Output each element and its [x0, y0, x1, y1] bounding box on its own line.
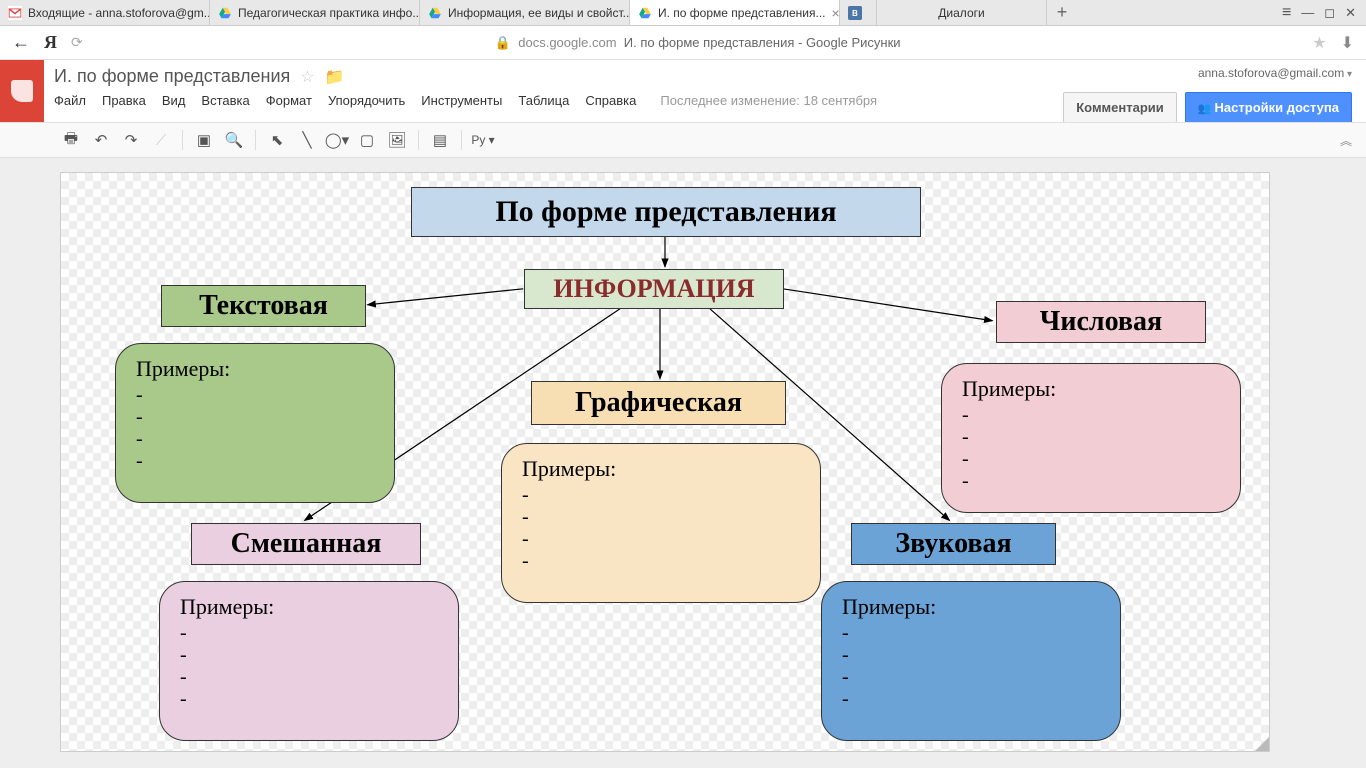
menu-icon[interactable]: ≡ — [1282, 4, 1291, 22]
comment-icon[interactable]: ▤ — [427, 127, 453, 153]
new-tab-button[interactable]: + — [1047, 0, 1077, 25]
drive-icon — [638, 6, 652, 20]
diagram-node[interactable]: Числовая — [996, 301, 1206, 343]
gmail-icon — [8, 6, 22, 20]
menu-view[interactable]: Вид — [162, 93, 186, 108]
svg-text:B: B — [852, 8, 858, 17]
paint-format-icon[interactable]: ⟋ — [148, 127, 174, 153]
bookmark-icon[interactable]: ★ — [1312, 33, 1326, 53]
tab-label: Информация, ее виды и свойст... — [448, 6, 630, 20]
menu-help[interactable]: Справка — [585, 93, 636, 108]
address-bar: ← Я ⟳ 🔒 docs.google.com И. по форме пред… — [0, 26, 1366, 60]
diagram-node[interactable]: Текстовая — [161, 285, 366, 327]
menu-format[interactable]: Формат — [266, 93, 312, 108]
folder-icon[interactable]: 📁 — [325, 67, 345, 87]
user-email[interactable]: anna.stoforova@gmail.com — [1198, 66, 1352, 80]
url-domain: docs.google.com — [518, 35, 616, 50]
line-icon[interactable]: ╲ — [294, 127, 320, 153]
expand-icon[interactable]: ︽ — [1340, 132, 1352, 149]
tab-label: Педагогическая практика инфо... — [238, 6, 420, 20]
tab-label: И. по форме представления... — [658, 6, 826, 20]
header-buttons: Комментарии Настройки доступа — [1063, 92, 1352, 123]
minimize-icon[interactable]: ― — [1301, 5, 1314, 20]
last-edit-label: Последнее изменение: 18 сентября — [660, 93, 877, 108]
menu-insert[interactable]: Вставка — [201, 93, 249, 108]
browser-tab[interactable]: Педагогическая практика инфо... — [210, 0, 420, 25]
drawing-canvas[interactable]: По форме представления ИНФОРМАЦИЯ Текстова… — [60, 172, 1270, 752]
diagram-node[interactable]: Звуковая — [851, 523, 1056, 565]
diagram-example-box[interactable]: Примеры:---- — [501, 443, 821, 603]
yandex-icon[interactable]: Я — [44, 32, 57, 53]
diagram-node[interactable]: По форме представления — [411, 187, 921, 237]
toolbar: 🖶 ↶ ↷ ⟋ ▣ 🔍 ⬉ ╲ ◯▾ ▢ 🖼 ▤ Ру ▾ ︽ — [0, 122, 1366, 158]
close-window-icon[interactable]: ✕ — [1345, 5, 1356, 21]
maximize-icon[interactable]: ◻ — [1324, 5, 1335, 21]
resize-handle[interactable] — [1255, 737, 1269, 751]
zoom-icon[interactable]: 🔍 — [221, 127, 247, 153]
tab-label: Входящие - anna.stoforova@gm... — [28, 6, 210, 20]
print-icon[interactable]: 🖶 — [58, 127, 84, 153]
select-icon[interactable]: ⬉ — [264, 127, 290, 153]
menu-tools[interactable]: Инструменты — [421, 93, 502, 108]
url-display[interactable]: 🔒 docs.google.com И. по форме представле… — [97, 35, 1299, 51]
undo-icon[interactable]: ↶ — [88, 127, 114, 153]
download-icon[interactable]: ⬇ — [1341, 33, 1354, 53]
back-button[interactable]: ← — [12, 32, 30, 53]
comments-button[interactable]: Комментарии — [1063, 92, 1177, 123]
redo-icon[interactable]: ↷ — [118, 127, 144, 153]
lock-icon: 🔒 — [494, 35, 510, 50]
canvas-area: По форме представления ИНФОРМАЦИЯ Текстова… — [0, 158, 1366, 768]
image-icon[interactable]: 🖼 — [384, 127, 410, 153]
close-icon[interactable]: × — [832, 5, 840, 21]
diagram-example-box[interactable]: Примеры:---- — [941, 363, 1241, 513]
diagram-example-box[interactable]: Примеры:---- — [159, 581, 459, 741]
menu-table[interactable]: Таблица — [518, 93, 569, 108]
tab-label: Диалоги — [938, 6, 984, 20]
diagram-example-box[interactable]: Примеры:---- — [115, 343, 395, 503]
shape-icon[interactable]: ◯▾ — [324, 127, 350, 153]
browser-tab[interactable]: Информация, ее виды и свойст... — [420, 0, 630, 25]
diagram-node[interactable]: Смешанная — [191, 523, 421, 565]
diagram-example-box[interactable]: Примеры:---- — [821, 581, 1121, 741]
menu-arrange[interactable]: Упорядочить — [328, 93, 405, 108]
star-icon[interactable]: ☆ — [300, 67, 314, 87]
browser-tab-strip: Входящие - anna.stoforova@gm... Педагоги… — [0, 0, 1366, 26]
diagram-node[interactable]: ИНФОРМАЦИЯ — [524, 269, 784, 309]
window-controls: ≡ ― ◻ ✕ — [1282, 0, 1366, 25]
browser-tab[interactable]: Входящие - anna.stoforova@gm... — [0, 0, 210, 25]
browser-tab[interactable]: Диалоги — [877, 0, 1047, 25]
browser-tab-active[interactable]: И. по форме представления... × — [630, 0, 840, 25]
vk-icon: B — [848, 6, 862, 20]
diagram-node[interactable]: Графическая — [531, 381, 786, 425]
menu-file[interactable]: Файл — [54, 93, 86, 108]
share-button[interactable]: Настройки доступа — [1185, 92, 1352, 123]
browser-tab[interactable]: B — [840, 0, 877, 25]
textbox-icon[interactable]: ▢ — [354, 127, 380, 153]
drive-icon — [218, 6, 232, 20]
menu-edit[interactable]: Правка — [102, 93, 146, 108]
document-title[interactable]: И. по форме представления — [54, 66, 290, 87]
input-method-icon[interactable]: Ру ▾ — [470, 127, 496, 153]
drawings-logo[interactable] — [0, 60, 44, 122]
url-title: И. по форме представления - Google Рисун… — [624, 35, 901, 50]
drive-icon — [428, 6, 442, 20]
reload-button[interactable]: ⟳ — [71, 34, 83, 51]
zoom-fit-icon[interactable]: ▣ — [191, 127, 217, 153]
